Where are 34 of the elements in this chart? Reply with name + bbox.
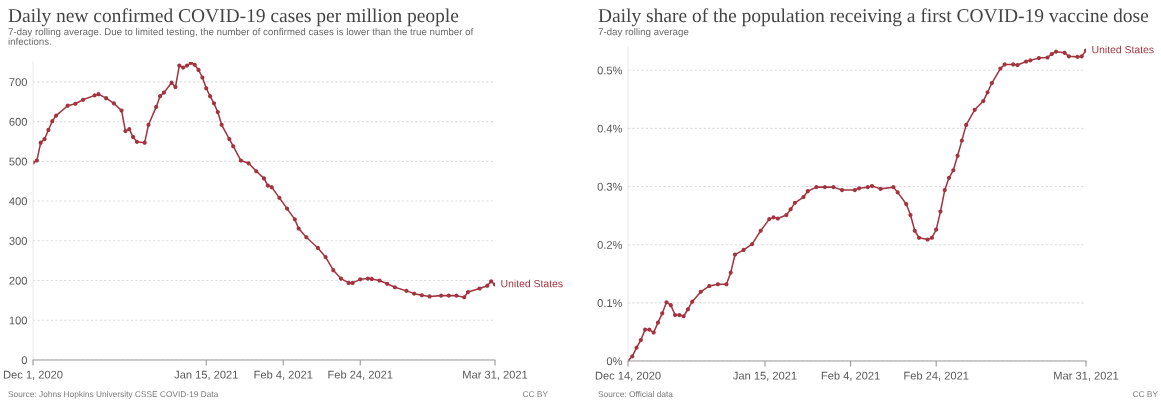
chart-title: Daily new confirmed COVID-19 cases per million people xyxy=(8,8,459,27)
y-tick-label: 200 xyxy=(9,276,28,285)
series-label: United States xyxy=(501,279,563,288)
y-tick-label: 500 xyxy=(9,157,28,166)
x-tick-label: Jan 15, 2021 xyxy=(174,370,238,380)
series-label: United States xyxy=(1092,45,1154,54)
y-tick-label: 0 xyxy=(21,356,28,365)
y-tick-label: 0.2% xyxy=(597,240,623,249)
y-tick-label: 0% xyxy=(606,357,623,366)
source-note: Source: Johns Hopkins University CSSE COVID-19 Data xyxy=(8,390,219,399)
text: CC BY xyxy=(522,391,548,398)
text: CC BY xyxy=(1132,391,1158,398)
x-tick-label: Feb 24, 2021 xyxy=(904,371,969,381)
y-tick-label: 0.3% xyxy=(597,182,623,191)
x-tick-label: Jan 15, 2021 xyxy=(733,371,797,381)
y-tick-label: 100 xyxy=(9,316,28,325)
chart-subtitle: 7-day rolling average. Due to limited testing, the number of confirmed cases is lower than the true number of infections. xyxy=(8,28,474,45)
chart-subtitle: 7-day rolling average xyxy=(598,28,689,38)
x-tick-label: Feb 24, 2021 xyxy=(328,370,393,380)
y-tick-label: 300 xyxy=(9,237,28,245)
source-note: Source: Official data xyxy=(598,390,673,398)
y-tick-label: 700 xyxy=(9,78,28,86)
x-tick-label: Mar 31, 2021 xyxy=(1054,371,1119,381)
y-tick-label: 400 xyxy=(9,197,28,206)
y-tick-label: 0.4% xyxy=(597,124,623,133)
y-tick-label: 600 xyxy=(9,117,28,126)
x-tick-label: Feb 4, 2021 xyxy=(821,371,880,381)
y-tick-label: 0.1% xyxy=(597,299,623,307)
x-tick-label: Mar 31, 2021 xyxy=(463,370,528,380)
y-tick-label: 0.5% xyxy=(597,66,623,75)
x-tick-label: Feb 4, 2021 xyxy=(254,370,313,380)
chart-title: Daily share of the population receiving a first COVID-19 vaccine dose xyxy=(598,8,1149,27)
x-tick-label: Dec 14, 2020 xyxy=(595,371,661,381)
x-tick-label: Dec 1, 2020 xyxy=(3,370,63,380)
